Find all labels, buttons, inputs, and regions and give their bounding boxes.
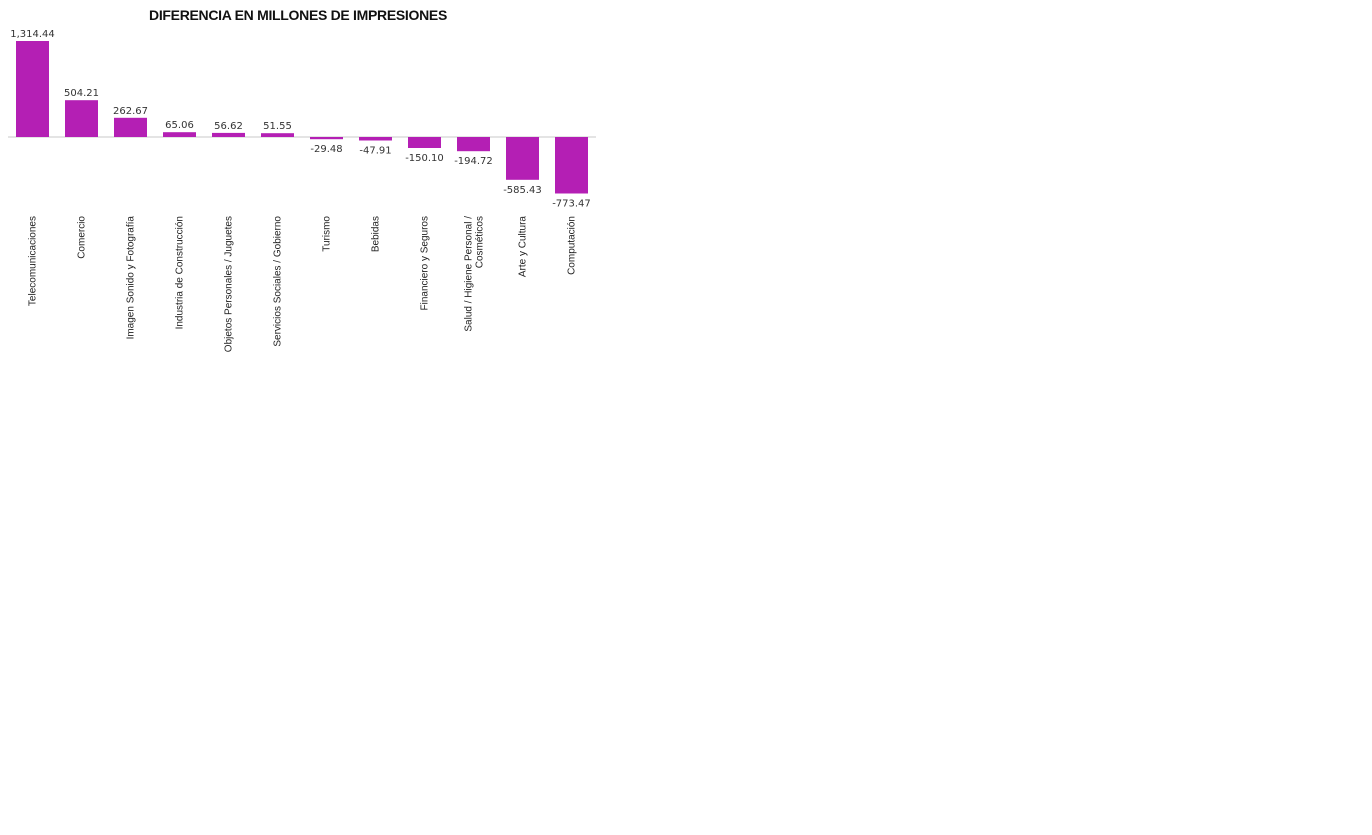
bar-12 bbox=[555, 137, 588, 194]
category-label: Computación bbox=[567, 216, 578, 275]
bar-4 bbox=[163, 132, 196, 137]
value-label: 504.21 bbox=[64, 88, 99, 99]
bar-5 bbox=[212, 132, 245, 137]
value-label: 1,314.44 bbox=[10, 29, 55, 40]
category-label: Comercio bbox=[77, 216, 88, 259]
bar-10 bbox=[457, 137, 490, 152]
category-label: Financiero y Seguros bbox=[420, 216, 431, 311]
value-label: -150.10 bbox=[405, 153, 444, 164]
category-label: Bebidas bbox=[371, 216, 382, 252]
value-label: 65.06 bbox=[165, 120, 194, 131]
category-label: Arte y Cultura bbox=[518, 216, 529, 278]
chart-container: DIFERENCIA EN MILLONES DE IMPRESIONES 1,… bbox=[0, 0, 600, 370]
value-label: 51.55 bbox=[263, 121, 292, 132]
bar-8 bbox=[359, 137, 392, 141]
bar-11 bbox=[506, 137, 539, 180]
value-label: -29.48 bbox=[310, 144, 342, 155]
chart-title: DIFERENCIA EN MILLONES DE IMPRESIONES bbox=[149, 7, 447, 23]
value-label: 56.62 bbox=[214, 121, 243, 132]
value-label: 262.67 bbox=[113, 106, 148, 117]
value-label: -773.47 bbox=[552, 199, 591, 210]
value-label: -194.72 bbox=[454, 156, 493, 167]
bar-3 bbox=[114, 117, 147, 137]
category-label: Imagen Sonido y Fotografía bbox=[126, 216, 137, 340]
bar-7 bbox=[310, 137, 343, 140]
category-label: Turismo bbox=[322, 216, 333, 252]
category-label: Salud / Higiene Personal /Cosméticos bbox=[464, 216, 486, 332]
bar-6 bbox=[261, 133, 294, 137]
category-label: Servicios Sociales / Gobierno bbox=[273, 216, 284, 347]
bar-1 bbox=[16, 41, 49, 137]
value-label: -47.91 bbox=[359, 146, 391, 157]
bar-9 bbox=[408, 137, 441, 148]
bar-chart: 1,314.44 504.21 262.67 65.06 56.62 51.55 -29.4… bbox=[8, 29, 596, 353]
bar-2 bbox=[65, 100, 98, 137]
category-label: Objetos Personales / Juguetes bbox=[224, 216, 235, 352]
category-labels-group: Telecomunicaciones Comercio Imagen Sonido … bbox=[28, 216, 578, 353]
category-label: Telecomunicaciones bbox=[28, 216, 39, 306]
bars-group bbox=[16, 41, 588, 194]
category-label: Industria de Construcción bbox=[175, 216, 186, 329]
value-labels-group: 1,314.44 504.21 262.67 65.06 56.62 51.55 -29.4… bbox=[10, 29, 591, 210]
value-label: -585.43 bbox=[503, 185, 542, 196]
